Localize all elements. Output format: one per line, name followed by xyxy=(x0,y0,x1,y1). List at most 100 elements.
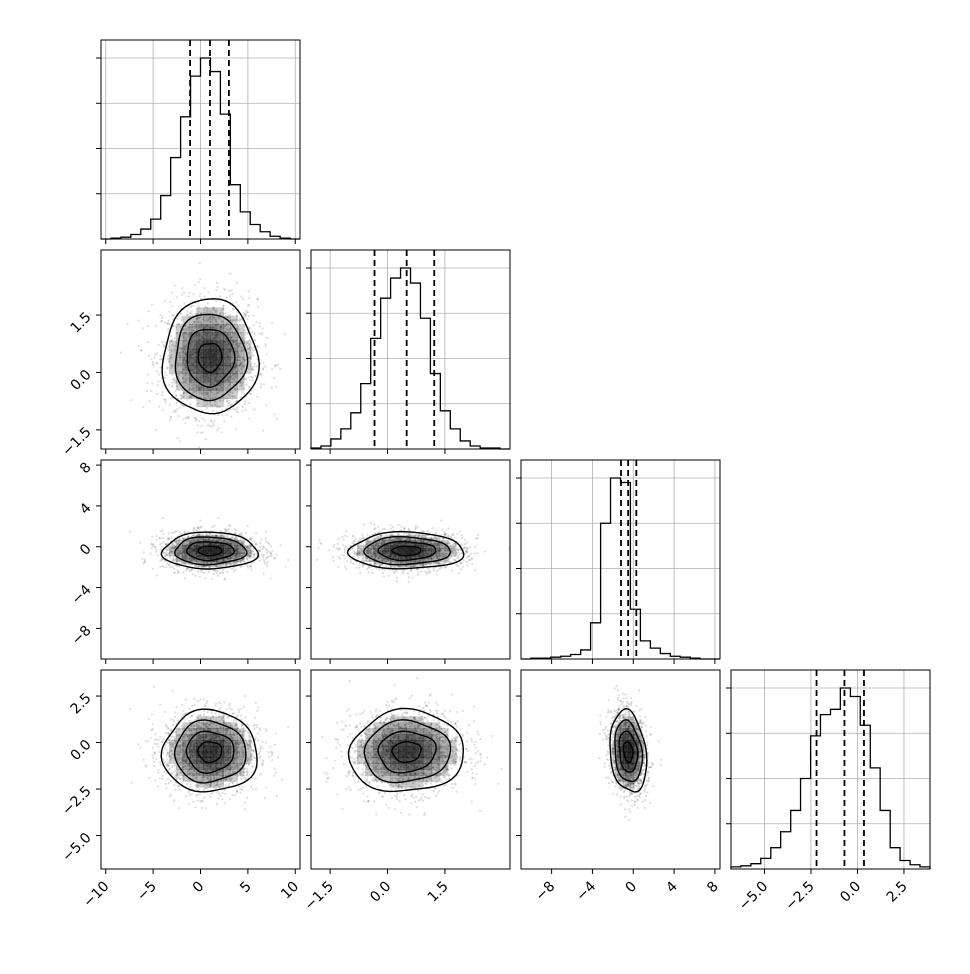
scatter-point xyxy=(256,365,258,367)
panel-content xyxy=(129,517,313,581)
scatter-point xyxy=(217,414,219,416)
scatter-point xyxy=(174,531,176,533)
density-cell xyxy=(183,332,190,341)
density-cell xyxy=(176,551,183,554)
density-cell xyxy=(189,324,196,333)
scatter-point xyxy=(270,578,272,580)
scatter-point xyxy=(151,536,153,538)
scatter-point xyxy=(428,571,430,573)
scatter-point xyxy=(226,399,228,401)
scatter-point xyxy=(212,423,214,425)
scatter-point xyxy=(464,539,466,541)
scatter-point xyxy=(179,531,181,533)
scatter-point xyxy=(276,554,278,556)
density-cell xyxy=(203,349,210,358)
scatter-point xyxy=(248,386,250,388)
scatter-point xyxy=(388,575,390,577)
scatter-point xyxy=(187,416,189,418)
scatter-point xyxy=(160,546,162,548)
panel-frame xyxy=(521,460,720,659)
scatter-point xyxy=(194,417,196,419)
scatter-point xyxy=(426,573,428,575)
scatter-point xyxy=(253,366,255,368)
scatter-point xyxy=(216,572,218,574)
scatter-point xyxy=(260,386,262,388)
scatter-point xyxy=(164,398,166,400)
scatter-point xyxy=(242,406,244,408)
scatter-point xyxy=(155,539,157,541)
scatter-point xyxy=(158,537,160,539)
scatter-point xyxy=(403,569,405,571)
scatter-point xyxy=(248,290,250,292)
scatter-point xyxy=(166,549,168,551)
scatter-point xyxy=(255,532,257,534)
scatter-point xyxy=(240,396,242,398)
scatter-point xyxy=(170,335,172,337)
scatter-point xyxy=(484,550,486,552)
scatter-point xyxy=(144,561,146,563)
scatter-point xyxy=(259,546,261,548)
scatter-point xyxy=(411,533,413,535)
scatter-point xyxy=(174,409,176,411)
scatter-point xyxy=(206,407,208,409)
scatter-point xyxy=(463,559,465,561)
scatter-point xyxy=(230,416,232,418)
density-cell xyxy=(237,357,244,366)
scatter-point xyxy=(262,327,264,329)
scatter-point xyxy=(229,295,231,297)
density-cell xyxy=(203,556,210,559)
scatter-point xyxy=(143,551,145,553)
scatter-point xyxy=(263,573,265,575)
scatter-point xyxy=(235,529,237,531)
scatter-point xyxy=(126,323,128,325)
scatter-point xyxy=(208,291,210,293)
scatter-point xyxy=(234,408,236,410)
density-cell xyxy=(210,551,217,554)
scatter-point xyxy=(244,337,246,339)
scatter-point xyxy=(260,362,262,364)
density-cell xyxy=(203,324,210,333)
scatter-point xyxy=(389,524,391,526)
scatter-point xyxy=(265,404,267,406)
scatter-point xyxy=(177,437,179,439)
density-cell xyxy=(210,543,217,546)
scatter-point xyxy=(474,546,476,548)
scatter-point xyxy=(141,558,143,560)
density-cell xyxy=(224,551,231,554)
scatter-point xyxy=(173,381,175,383)
scatter-point xyxy=(230,289,232,291)
scatter-point xyxy=(196,431,198,433)
scatter-point xyxy=(120,352,122,354)
scatter-point xyxy=(377,526,379,528)
scatter-point xyxy=(167,328,169,330)
scatter-point xyxy=(469,546,471,548)
scatter-point xyxy=(162,533,164,535)
scatter-point xyxy=(417,571,419,573)
scatter-point xyxy=(190,306,192,308)
density-cell xyxy=(210,390,217,399)
scatter-point xyxy=(173,377,175,379)
scatter-point xyxy=(241,391,243,393)
scatter-point xyxy=(156,352,158,354)
scatter-point xyxy=(271,387,273,389)
scatter-point xyxy=(197,424,199,426)
scatter-point xyxy=(254,333,256,335)
scatter-point xyxy=(147,325,149,327)
scatter-point xyxy=(212,410,214,412)
scatter-point xyxy=(262,430,264,432)
scatter-point xyxy=(233,308,235,310)
scatter-point xyxy=(246,318,248,320)
scatter-point xyxy=(241,319,243,321)
scatter-point xyxy=(246,311,248,313)
scatter-point xyxy=(224,312,226,314)
scatter-point xyxy=(411,577,413,579)
scatter-point xyxy=(151,303,153,305)
scatter-point xyxy=(266,565,268,567)
scatter-point xyxy=(200,526,202,528)
scatter-point xyxy=(456,533,458,535)
scatter-point xyxy=(222,569,224,571)
scatter-point xyxy=(366,534,368,536)
scatter-point xyxy=(222,305,224,307)
scatter-point xyxy=(232,408,234,410)
scatter-point xyxy=(267,542,269,544)
